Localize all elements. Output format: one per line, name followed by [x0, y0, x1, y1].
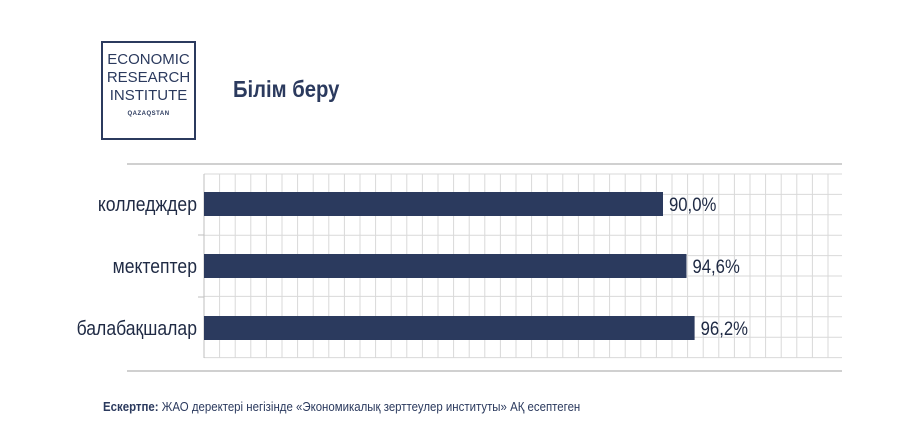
chart-bars [204, 192, 695, 340]
bar-2 [204, 254, 687, 278]
logo-line-1: ECONOMIC [107, 51, 190, 68]
category-label: балабақшалар [77, 317, 197, 339]
category-label: мектептер [113, 255, 197, 277]
footnote: Ескертпе: ЖАО деректері негізінде «Эконо… [103, 399, 580, 414]
category-label: колледждер [98, 193, 197, 215]
economic-research-institute-logo: ECONOMIC RESEARCH INSTITUTE QAZAQSTAN [101, 41, 196, 140]
bar-3 [204, 316, 695, 340]
bar-1 [204, 192, 663, 216]
value-label: 96,2% [701, 318, 748, 339]
value-label: 90,0% [669, 194, 716, 215]
logo-line-2: RESEARCH [106, 69, 191, 86]
footnote-label: Ескертпе: [103, 399, 159, 414]
value-label: 94,6% [692, 256, 739, 277]
page-title: Білім беру [233, 76, 340, 102]
chart-labels: колледждер 90,0% мектептер 94,6% балабақшала… [77, 193, 748, 339]
logo-subtitle: QAZAQSTAN [127, 111, 170, 117]
logo-line-3: INSTITUTE [109, 87, 188, 104]
footnote-text: ЖАО деректері негізінде «Экономикалық зе… [161, 399, 581, 414]
